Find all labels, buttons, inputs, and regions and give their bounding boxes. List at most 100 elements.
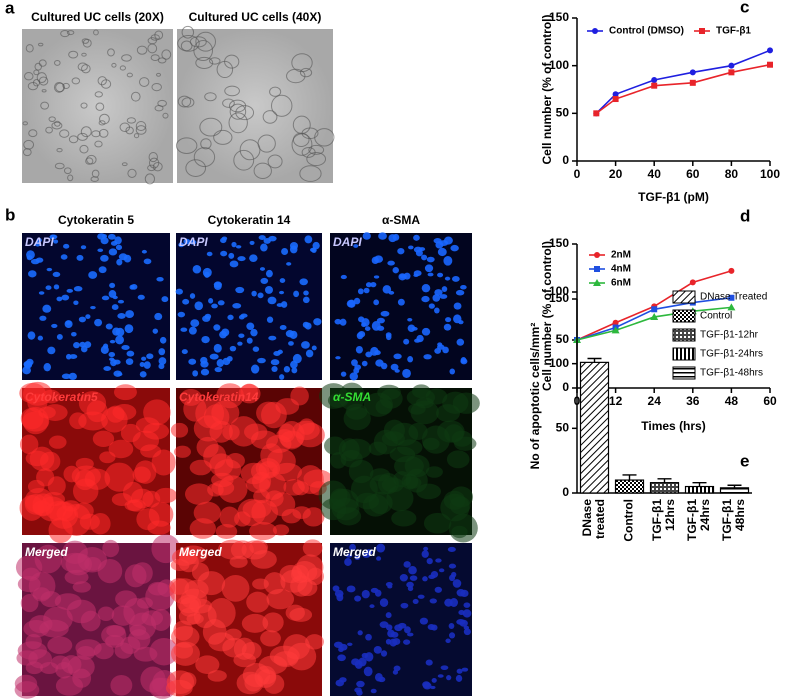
cell	[165, 679, 193, 697]
cell	[135, 120, 147, 132]
cell	[452, 392, 480, 414]
micrograph	[177, 29, 333, 183]
y-tick-label: 0	[562, 380, 569, 394]
x-tick-label: TGF-β1	[650, 499, 664, 541]
cell	[228, 252, 235, 259]
cell	[429, 598, 437, 604]
cell	[190, 319, 200, 328]
cell	[121, 162, 128, 167]
cell	[299, 67, 313, 78]
bar	[614, 479, 645, 494]
panel-label: b	[5, 205, 15, 224]
cell	[361, 318, 370, 327]
bar	[649, 482, 680, 494]
cell	[257, 134, 276, 153]
cell	[385, 334, 392, 341]
cell	[410, 400, 439, 425]
cell	[152, 328, 159, 334]
y-tick-label: 50	[556, 421, 570, 435]
cell	[246, 322, 255, 331]
cell	[449, 368, 456, 375]
cell	[304, 235, 313, 244]
cell	[216, 359, 224, 368]
cell	[452, 579, 462, 588]
cell	[257, 292, 264, 299]
cell	[249, 240, 255, 246]
cell	[296, 554, 324, 581]
micrograph	[330, 543, 472, 696]
cell	[141, 356, 147, 361]
cell	[267, 296, 277, 305]
cell	[263, 572, 286, 595]
error-bar	[587, 357, 602, 363]
cell	[404, 454, 430, 478]
y-tick-label: 100	[549, 356, 569, 370]
marker	[767, 61, 773, 68]
cell	[407, 317, 413, 322]
cell	[283, 478, 305, 496]
cell	[219, 506, 240, 528]
cell	[126, 72, 133, 78]
cell	[177, 311, 186, 318]
cell	[450, 244, 459, 252]
cell	[80, 245, 87, 250]
cell	[242, 499, 272, 519]
cell	[119, 65, 126, 71]
image-label: DAPI	[179, 235, 208, 249]
cell	[88, 271, 98, 279]
cell	[235, 105, 255, 121]
cell	[181, 25, 195, 39]
marker	[612, 319, 619, 326]
cell	[98, 120, 106, 126]
cell	[111, 304, 119, 311]
cell	[224, 628, 242, 641]
legend-label: TGF-β1-48hrs	[700, 368, 763, 379]
cell	[184, 483, 214, 505]
cell	[370, 281, 377, 288]
cell	[290, 386, 309, 406]
cell	[109, 339, 116, 344]
cell	[271, 94, 293, 117]
cell	[39, 315, 47, 321]
cell	[204, 92, 217, 102]
cell	[233, 149, 255, 171]
cell	[279, 290, 285, 295]
marker	[689, 69, 696, 76]
cell	[98, 266, 107, 274]
cell	[286, 262, 292, 266]
cell	[124, 324, 134, 334]
cell	[251, 290, 257, 297]
cell	[459, 619, 468, 627]
x-tick-label: Control	[622, 499, 636, 542]
cell	[219, 330, 227, 339]
cell	[68, 372, 77, 381]
cell	[125, 126, 134, 135]
cell	[353, 297, 361, 305]
cell	[195, 56, 214, 69]
cell	[228, 99, 247, 113]
cell	[252, 346, 260, 352]
cell	[281, 247, 289, 256]
marker	[593, 279, 601, 286]
cell	[397, 298, 405, 306]
marker	[651, 82, 658, 89]
cell	[337, 654, 346, 662]
cell	[221, 575, 250, 602]
cell	[209, 353, 219, 360]
cell	[302, 539, 323, 557]
cell	[139, 362, 145, 367]
cell	[377, 676, 386, 683]
image-title: Cultured UC cells (40X)	[189, 10, 322, 24]
cell	[431, 678, 437, 683]
cell	[228, 112, 248, 134]
x-tick-label: 100	[760, 167, 780, 181]
cell	[421, 327, 431, 336]
y-tick-label: 100	[549, 58, 569, 72]
cell	[17, 575, 41, 593]
cell	[448, 623, 455, 629]
cell	[415, 249, 423, 257]
cell	[53, 81, 65, 93]
cell	[211, 303, 218, 309]
cell	[285, 330, 294, 338]
cell	[180, 327, 188, 332]
